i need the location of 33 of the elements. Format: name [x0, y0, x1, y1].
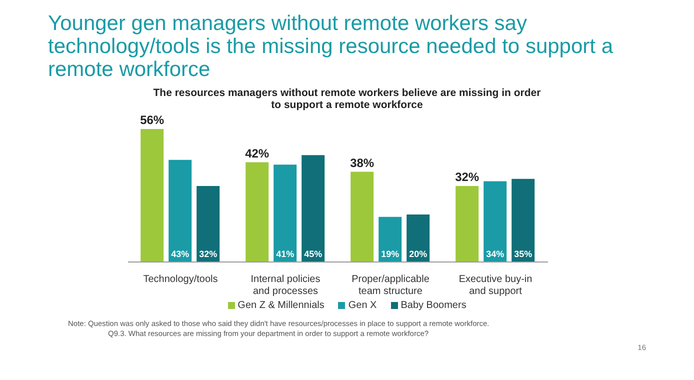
bar [378, 216, 402, 262]
bar [302, 155, 325, 262]
data-label: 42% [245, 146, 270, 160]
data-label: 32% [199, 249, 218, 259]
x-tick-label: Internal policies and processes [250, 274, 320, 297]
data-label: 35% [514, 249, 532, 259]
legend-label: Baby Boomers [400, 300, 466, 311]
bar [168, 160, 192, 262]
chart-title: Younger gen managers without remote workers say technology/tools is the missing resource needed to support a remote workforce [47, 11, 614, 81]
bar [484, 181, 507, 262]
data-label: 32% [455, 170, 480, 184]
bar [274, 164, 297, 262]
data-label: 20% [409, 249, 428, 259]
bar [350, 172, 374, 262]
x-tick-label: Executive buy-in and support [458, 274, 532, 297]
bar [246, 162, 269, 262]
data-label: 38% [350, 156, 374, 170]
chart-subtitle: The resources managers without remote workers believe are missing in order to support a remote workforce [152, 87, 542, 111]
x-tick-label: Proper/applicable team structure [352, 274, 430, 297]
bar [512, 178, 535, 262]
data-label: 19% [381, 249, 400, 259]
bar [406, 214, 430, 262]
data-label: 56% [140, 113, 164, 127]
bar [196, 186, 220, 262]
bar [140, 129, 164, 262]
legend-label: Gen Z & Millennials [236, 300, 324, 311]
data-label: 41% [276, 249, 294, 259]
data-label: 43% [171, 249, 190, 259]
legend-label: Gen X [347, 300, 377, 311]
data-label: 45% [304, 249, 322, 259]
bar [456, 186, 479, 262]
x-tick-label: Technology/tools [143, 274, 218, 285]
data-label: 34% [486, 249, 504, 259]
